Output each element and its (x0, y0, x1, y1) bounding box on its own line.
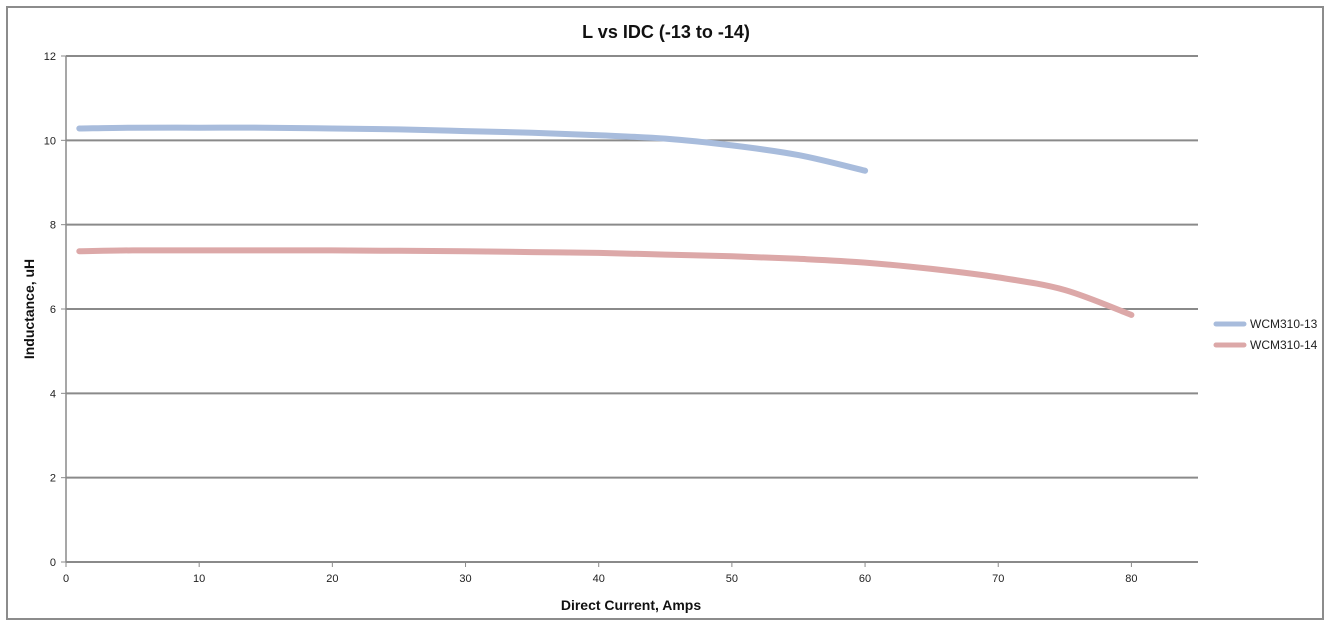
tick-labels: 0 2 4 6 8 10 12 0 10 20 30 40 50 60 70 80 (44, 51, 1138, 585)
x-axis-label: Direct Current, Amps (561, 597, 702, 613)
chart-frame (6, 6, 1324, 620)
y-tick-label-2: 4 (50, 388, 56, 400)
x-tick-label-6: 60 (859, 573, 871, 585)
legend: WCM310-13 WCM310-14 (1213, 317, 1318, 352)
x-tick-label-8: 80 (1125, 573, 1137, 585)
x-tick-label-0: 0 (63, 573, 69, 585)
x-tick-label-1: 10 (193, 573, 205, 585)
y-axis-label: Inductance, uH (21, 259, 37, 359)
x-tick-label-4: 40 (593, 573, 605, 585)
gridlines (66, 55, 1198, 479)
y-tick-label-0: 0 (50, 557, 56, 569)
y-tick-label-5: 10 (44, 135, 56, 147)
y-tick-label-4: 8 (50, 220, 56, 232)
x-tick-label-3: 30 (459, 573, 471, 585)
x-tick-label-5: 50 (726, 573, 738, 585)
x-tick-label-7: 70 (992, 573, 1004, 585)
legend-label-1: WCM310-14 (1250, 338, 1318, 352)
series-line-1 (76, 247, 1135, 318)
axes (61, 55, 1198, 567)
y-tick-label-6: 12 (44, 51, 56, 63)
x-tick-label-2: 20 (326, 573, 338, 585)
legend-label-0: WCM310-13 (1250, 317, 1318, 331)
y-tick-label-1: 2 (50, 473, 56, 485)
series-line-0 (76, 124, 869, 174)
y-tick-label-3: 6 (50, 304, 56, 316)
chart-title: L vs IDC (-13 to -14) (582, 22, 750, 42)
series-lines (76, 124, 1135, 318)
